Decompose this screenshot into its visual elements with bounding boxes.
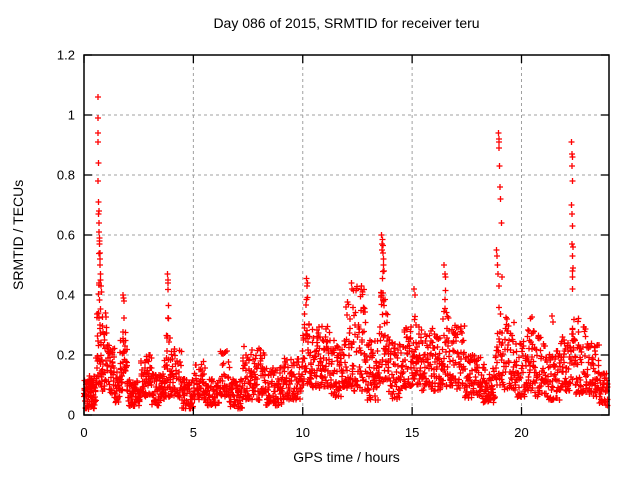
y-tick-label: 0.4 — [57, 288, 75, 303]
x-tick-label: 15 — [405, 425, 419, 440]
y-tick-label: 0 — [68, 408, 75, 423]
chart-title: Day 086 of 2015, SRMTID for receiver ter… — [213, 15, 480, 31]
y-tick-label: 0.6 — [57, 228, 75, 243]
data-points-srmtid — [81, 94, 611, 412]
y-tick-label: 1 — [68, 108, 75, 123]
y-tick-label: 0.2 — [57, 348, 75, 363]
y-tick-label: 1.2 — [57, 48, 75, 63]
x-tick-label: 20 — [514, 425, 528, 440]
x-tick-label: 0 — [80, 425, 87, 440]
x-tick-label: 5 — [190, 425, 197, 440]
x-tick-label: 10 — [296, 425, 310, 440]
x-axis-label: GPS time / hours — [293, 449, 400, 465]
y-axis-label: SRMTID / TECUs — [10, 179, 26, 291]
y-tick-label: 0.8 — [57, 168, 75, 183]
